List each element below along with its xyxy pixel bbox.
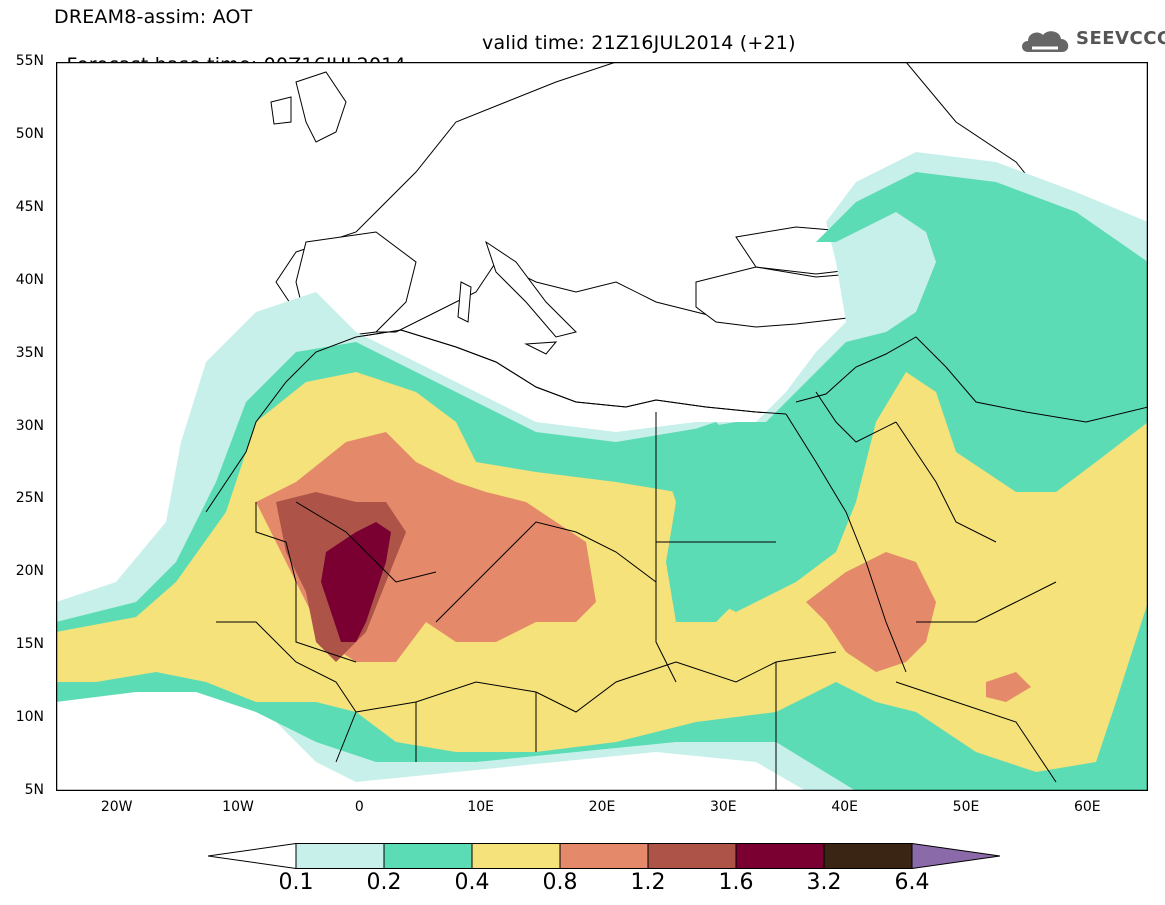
lat-tick-label: 10N	[15, 709, 44, 726]
lon-tick-label: 10W	[222, 799, 254, 815]
colorbar	[208, 843, 1000, 869]
colorbar-label: 0.1	[278, 870, 314, 895]
lon-tick-label: 60E	[1073, 799, 1101, 815]
colorbar-label: 1.6	[718, 870, 754, 895]
lon-tick-label: 50E	[952, 799, 980, 815]
lat-tick-label: 35N	[15, 344, 44, 361]
lat-tick-label: 25N	[15, 490, 44, 507]
map-panel	[56, 62, 1148, 791]
borders-layer	[205, 329, 1148, 791]
colorbar-label: 0.2	[366, 870, 402, 895]
plot-title: DREAM8-assim: AOT	[54, 6, 253, 28]
lon-tick-label: 30E	[709, 799, 737, 815]
lat-tick-label: 50N	[15, 125, 44, 142]
lon-tick-label: 10E	[467, 799, 494, 815]
colorbar-box	[735, 843, 825, 869]
lat-tick-label: 5N	[24, 782, 44, 798]
lon-tick-label: 20W	[100, 799, 133, 815]
lat-tick-label: 55N	[15, 53, 44, 69]
lon-tick-label: 40E	[831, 799, 858, 815]
lat-tick-label: 30N	[15, 417, 44, 434]
logo-text: SEEVCCC	[1076, 28, 1165, 49]
lat-tick-label: 40N	[15, 271, 44, 288]
aot-map	[56, 62, 1148, 791]
lon-tick-label: 20E	[588, 799, 616, 815]
valid-time: valid time: 21Z16JUL2014 (+21)	[482, 32, 796, 54]
colorbar-box	[383, 843, 473, 869]
colorbar-label: 0.8	[542, 870, 578, 895]
colorbar-box	[471, 843, 561, 869]
lon-tick-label: 0	[354, 799, 364, 815]
colorbar-box	[559, 843, 649, 869]
aot-fields	[56, 152, 1148, 791]
colorbar-label: 1.2	[630, 870, 666, 895]
lat-tick-label: 20N	[15, 563, 44, 580]
colorbar-over-triangle	[911, 843, 1000, 869]
colorbar-box	[647, 843, 737, 869]
colorbar-under-triangle	[208, 843, 297, 869]
colorbar-label: 3.2	[806, 870, 842, 895]
colorbar-label: 0.4	[454, 870, 490, 895]
cloud-icon	[1022, 31, 1069, 52]
colorbar-label: 6.4	[894, 870, 930, 895]
colorbar-box	[295, 843, 385, 869]
lat-tick-label: 15N	[15, 636, 44, 653]
colorbar-box	[823, 843, 913, 869]
lat-tick-label: 45N	[15, 198, 44, 215]
seevccc-logo: SEEVCCC	[1018, 26, 1165, 56]
